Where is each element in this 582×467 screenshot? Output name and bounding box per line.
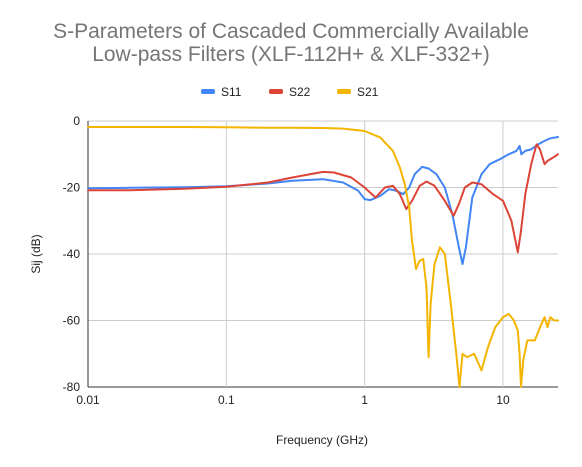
- legend-label-s22: S22: [289, 85, 311, 99]
- chart-title-line-1: S-Parameters of Cascaded Commercially Av…: [53, 20, 529, 43]
- y-tick-label: -20: [63, 181, 81, 195]
- x-axis-title: Frequency (GHz): [276, 433, 368, 447]
- y-tick-label: -80: [63, 380, 81, 394]
- x-tick-label: 1: [361, 393, 368, 407]
- legend-swatch-s11: [201, 89, 215, 94]
- x-tick-label: 10: [496, 393, 510, 407]
- x-tick-label: 0.01: [76, 393, 100, 407]
- chart-title-line-2: Low-pass Filters (XLF-112H+ & XLF-332+): [92, 43, 490, 66]
- series-line-s22: [87, 143, 559, 254]
- y-tick-label: -60: [63, 314, 81, 328]
- legend-label-s21: S21: [357, 85, 379, 99]
- series-line-s21: [87, 126, 559, 388]
- legend-swatch-s22: [269, 89, 283, 94]
- y-tick-label: -40: [63, 247, 81, 261]
- series-line-s11: [87, 136, 559, 265]
- legend: S11 S22 S21: [201, 85, 379, 99]
- legend-label-s11: S11: [221, 85, 242, 99]
- legend-swatch-s21: [337, 89, 351, 94]
- series-lines: [87, 126, 559, 388]
- x-tick-label: 0.1: [218, 393, 235, 407]
- y-tick-label: 0: [73, 114, 80, 128]
- y-axis-title: Sij (dB): [29, 234, 43, 273]
- axes: 0 -20 -40 -60 -800.01 0.1 1 10: [63, 114, 510, 407]
